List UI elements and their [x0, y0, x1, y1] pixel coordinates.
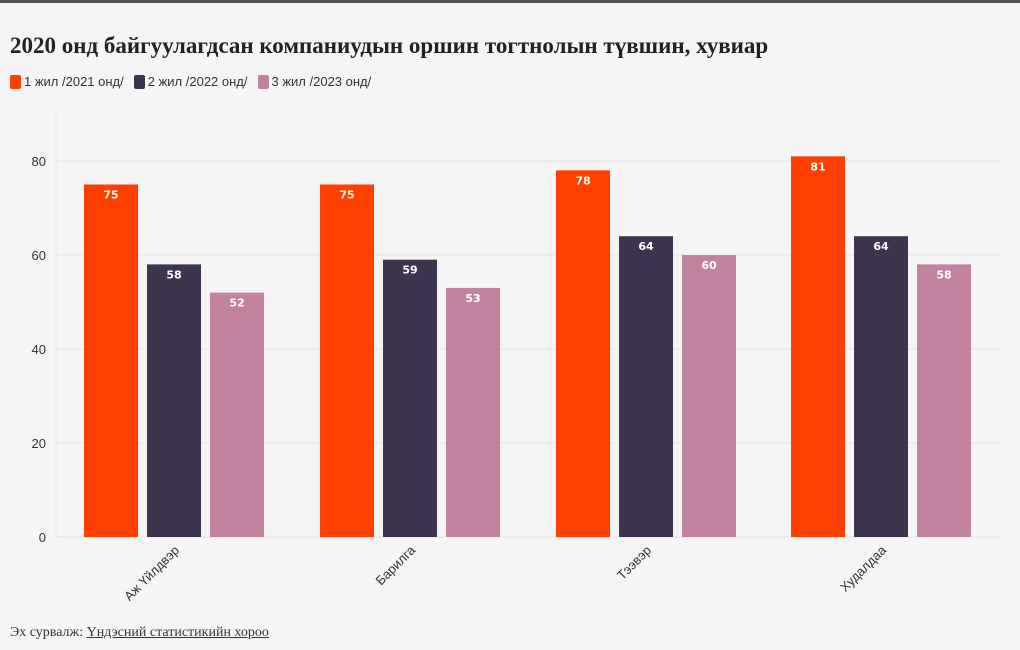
legend-label-series-1: 1 жил /2021 онд/ [24, 74, 124, 89]
data-label: 60 [701, 259, 717, 272]
y-tick-label: 20 [32, 436, 46, 451]
bar-layer [84, 156, 971, 538]
source-label: Эх сурвалж: [10, 625, 84, 640]
data-label: 78 [575, 174, 590, 187]
legend-swatch-series-3 [257, 74, 269, 89]
data-label: 64 [638, 240, 654, 253]
bar [556, 170, 610, 537]
y-tick-label: 60 [32, 248, 46, 263]
data-label: 52 [229, 297, 244, 310]
legend-item-series-1[interactable]: 1 жил /2021 онд/ [10, 74, 124, 89]
bar [147, 264, 201, 537]
data-label: 58 [166, 268, 181, 281]
x-tick-label: Барилга [372, 542, 418, 588]
data-label: 59 [402, 264, 417, 277]
x-tick-label: Худалдаа [837, 542, 890, 595]
bar [854, 236, 908, 537]
data-label-layer: 75 58 52 75 59 53 78 64 60 81 64 58 [103, 160, 951, 309]
bar [791, 156, 845, 538]
chart-title: 2020 онд байгуулагдсан компаниудын оршин… [10, 33, 769, 58]
bar [619, 236, 673, 537]
bar [446, 287, 500, 537]
bar [84, 184, 138, 537]
legend: 1 жил /2021 онд/ 2 жил /2022 онд/ 3 жил … [10, 74, 371, 89]
bar [682, 255, 736, 537]
bar [210, 292, 264, 537]
legend-label-series-3: 3 жил /2023 онд/ [271, 74, 372, 89]
data-label: 58 [936, 268, 951, 281]
data-label: 81 [810, 160, 825, 173]
y-tick-label: 40 [32, 342, 46, 357]
legend-label-series-2: 2 жил /2022 онд/ [147, 74, 248, 89]
bar [320, 184, 374, 537]
legend-swatch-series-2 [133, 74, 145, 89]
bar-chart: 75 58 52 75 59 53 78 64 60 81 64 58 0 20 40 60 80 Аж Үйл… [32, 114, 1000, 604]
data-label: 53 [465, 292, 480, 305]
legend-item-series-3[interactable]: 3 жил /2023 онд/ [257, 74, 372, 89]
data-label: 64 [873, 240, 889, 253]
legend-item-series-2[interactable]: 2 жил /2022 онд/ [133, 74, 248, 89]
legend-swatch-series-1 [10, 74, 21, 89]
y-tick-label: 80 [32, 154, 46, 169]
x-tick-label: Тээвэр [614, 543, 654, 583]
x-tick-label: Аж Үйлдвэр [121, 543, 182, 604]
data-label: 75 [103, 189, 118, 202]
bar [917, 264, 971, 537]
source-link[interactable]: Үндэсний статистикийн хороо [86, 625, 269, 640]
y-tick-label: 0 [39, 530, 46, 545]
source-note: Эх сурвалж: Үндэсний статистикийн хороо [10, 625, 269, 641]
bar [383, 259, 437, 537]
data-label: 75 [339, 189, 354, 202]
